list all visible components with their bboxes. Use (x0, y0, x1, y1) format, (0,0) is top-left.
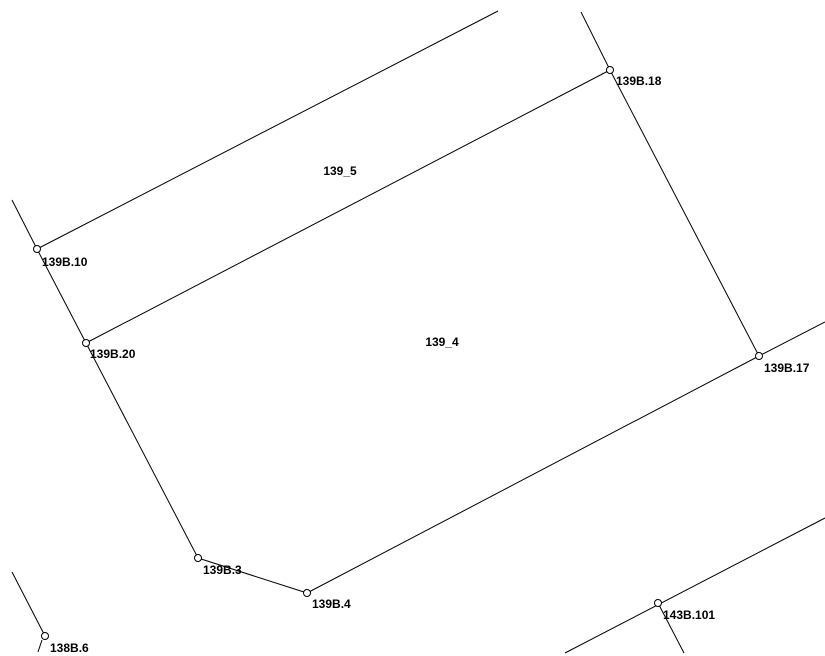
boundary-line-east (609, 69, 760, 357)
boundary-line-west-lower (85, 342, 199, 559)
vertex-marker-139b3[interactable] (194, 554, 202, 562)
boundary-line-west-upper (11, 199, 38, 250)
boundary-line-south (306, 355, 760, 594)
point-label-139b4: 139B.4 (312, 597, 351, 611)
boundary-lines (11, 10, 825, 654)
boundary-line-southeast-stub (657, 602, 685, 654)
boundary-line-east-stub (758, 321, 825, 357)
vertex-marker-139b4[interactable] (303, 589, 311, 597)
boundary-line-southwest-tail (37, 639, 43, 653)
point-label-139b17: 139B.17 (764, 361, 810, 375)
vertex-marker-139b18[interactable] (606, 66, 614, 74)
boundary-line-southwest-lot (11, 571, 46, 637)
point-label-139b10: 139B.10 (42, 255, 88, 269)
vertex-marker-138b6[interactable] (41, 632, 49, 640)
vertex-marker-139b10[interactable] (33, 245, 41, 253)
point-label-139b18: 139B.18 (616, 74, 662, 88)
boundary-line-parcel-divider (85, 69, 611, 344)
boundary-line-southeast-lot (564, 517, 825, 654)
parcel-label-139-5[interactable]: 139_5 (323, 164, 357, 178)
vertex-markers (33, 66, 763, 640)
vertex-marker-139b17[interactable] (755, 352, 763, 360)
point-label-143b101: 143B.101 (663, 608, 715, 622)
point-label-139b20: 139B.20 (90, 347, 136, 361)
boundary-line-south-short (197, 557, 308, 594)
boundary-line-upper-north (36, 10, 499, 250)
vertex-marker-139b20[interactable] (82, 339, 90, 347)
boundary-line-north-east-stub (580, 11, 611, 71)
vertex-marker-143b101[interactable] (654, 599, 662, 607)
point-labels: 139B.18 139B.10 139B.20 139B.17 139B.3 1… (42, 74, 810, 655)
parcel-label-139-4[interactable]: 139_4 (425, 335, 459, 349)
point-label-138b6: 138B.6 (50, 641, 89, 655)
boundary-line-west-middle (36, 248, 87, 344)
parcel-labels: 139_5 139_4 (323, 164, 459, 349)
point-label-139b3: 139B.3 (203, 563, 242, 577)
